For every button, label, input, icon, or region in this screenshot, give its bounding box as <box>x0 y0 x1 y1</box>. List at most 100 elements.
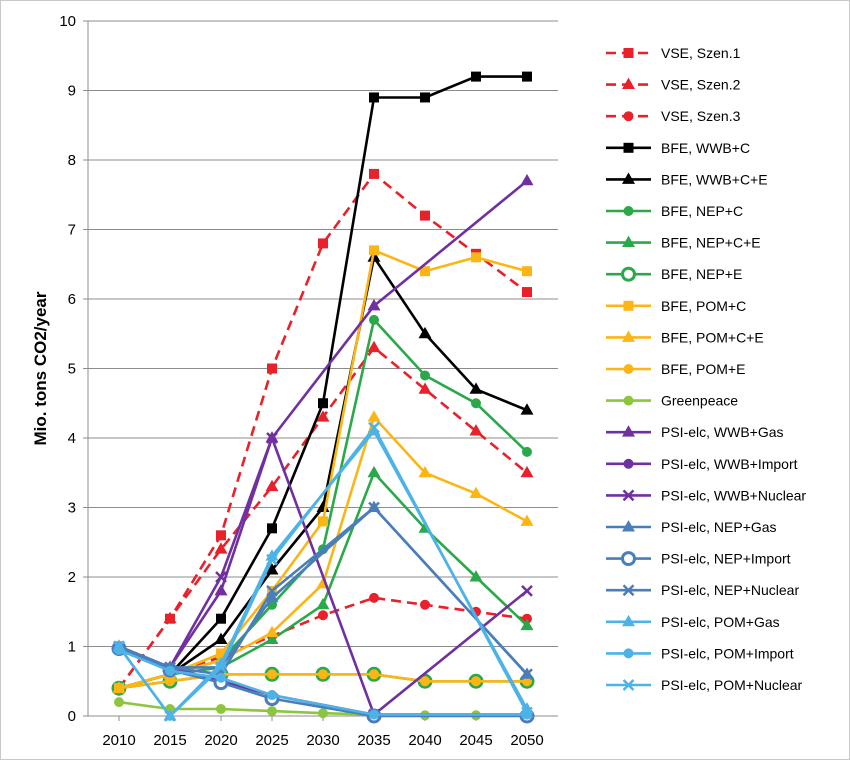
legend-entry: PSI-elc, POM+Import <box>606 645 794 661</box>
series-line <box>118 249 528 690</box>
point-marker <box>367 410 381 422</box>
point-marker <box>522 266 532 277</box>
point-marker <box>521 585 533 597</box>
legend-label: BFE, NEP+E <box>661 266 742 282</box>
point-marker <box>623 206 634 216</box>
legend-entry: VSE, Szen.2 <box>606 77 741 93</box>
point-marker <box>469 424 483 436</box>
point-marker <box>265 632 279 644</box>
marker-stroke <box>521 706 533 719</box>
series-line <box>118 506 528 676</box>
point-marker <box>267 669 277 680</box>
point-marker <box>622 235 635 248</box>
x-tick-label: 2035 <box>357 732 390 749</box>
series-12 <box>112 173 534 672</box>
legend-entry: PSI-elc, POM+Gas <box>606 614 780 630</box>
point-marker <box>622 77 635 90</box>
point-marker <box>316 597 330 610</box>
legend-entry: PSI-elc, NEP+Nuclear <box>606 582 799 598</box>
point-marker <box>522 287 532 298</box>
point-marker <box>420 370 430 381</box>
point-marker <box>622 489 635 502</box>
point-marker <box>420 676 430 687</box>
legend-entry: BFE, POM+C <box>606 298 746 314</box>
marker-stroke <box>368 421 380 434</box>
y-tick-label: 8 <box>68 152 76 169</box>
point-marker <box>621 266 636 282</box>
point-marker <box>622 679 635 691</box>
point-marker <box>165 665 175 676</box>
point-marker <box>318 669 328 680</box>
series-line <box>118 648 527 716</box>
x-tick-label: 2050 <box>510 732 543 749</box>
point-marker <box>267 523 277 534</box>
marker-stroke <box>622 584 635 597</box>
legend-entry: PSI-elc, NEP+Import <box>606 551 791 567</box>
point-marker <box>114 697 124 708</box>
point-marker <box>623 458 634 469</box>
point-marker <box>266 553 278 566</box>
y-tick-label: 9 <box>68 83 76 100</box>
point-marker <box>420 266 430 277</box>
point-marker <box>316 410 330 422</box>
legend-label: VSE, Szen.3 <box>661 108 741 124</box>
y-axis-title: Mio. tons CO2/year <box>31 291 50 445</box>
point-marker <box>267 690 277 701</box>
legend-label: BFE, POM+C+E <box>661 329 764 345</box>
point-marker <box>469 486 483 499</box>
point-marker <box>621 551 636 567</box>
legend-entry: VSE, Szen.1 <box>606 45 741 61</box>
x-tick-label: 2025 <box>255 732 288 749</box>
point-marker <box>267 706 277 717</box>
point-marker <box>521 706 533 719</box>
point-marker <box>622 584 635 597</box>
point-marker <box>623 48 634 58</box>
point-marker <box>266 585 278 597</box>
point-marker <box>368 421 380 434</box>
x-tick-label: 2020 <box>204 732 237 749</box>
legend-label: BFE, WWB+C+E <box>661 171 768 187</box>
point-marker <box>420 210 430 221</box>
series-10 <box>114 669 532 694</box>
point-marker <box>622 614 635 627</box>
y-tick-label: 10 <box>59 13 76 30</box>
point-marker <box>471 252 481 263</box>
point-marker <box>420 599 430 610</box>
legend-entry: PSI-elc, WWB+Gas <box>606 424 784 440</box>
point-marker <box>369 168 379 179</box>
point-marker <box>520 465 534 478</box>
point-marker <box>418 465 432 478</box>
x-tick-label: 2045 <box>459 732 492 749</box>
marker-stroke <box>266 585 278 597</box>
legend-entry: PSI-elc, POM+Nuclear <box>606 677 803 693</box>
point-marker <box>165 676 175 687</box>
point-marker <box>215 571 227 583</box>
legend-label: PSI-elc, POM+Gas <box>661 614 780 630</box>
legend-label: PSI-elc, NEP+Gas <box>661 519 777 535</box>
point-marker <box>623 111 634 122</box>
point-marker <box>369 245 379 256</box>
point-marker <box>367 299 381 311</box>
legend-label: PSI-elc, WWB+Gas <box>661 424 784 440</box>
series-15 <box>112 500 534 679</box>
axes: 0 1 2 3 4 5 6 7 8 9 10 2010 2015 2020 2025 2030 2035 2040… <box>31 13 558 749</box>
point-marker <box>520 514 534 526</box>
legend-label: VSE, Szen.1 <box>661 45 741 61</box>
y-tick-label: 3 <box>68 500 76 517</box>
marker-stroke <box>266 432 278 444</box>
series-lines <box>111 71 535 724</box>
y-tick-label: 1 <box>68 639 76 656</box>
legend-entry: PSI-elc, NEP+Gas <box>606 519 777 535</box>
marker-stroke <box>215 571 227 583</box>
point-marker <box>622 172 635 184</box>
point-marker <box>469 570 483 582</box>
point-marker <box>318 398 328 409</box>
series-8 <box>114 245 532 694</box>
point-marker <box>520 403 534 415</box>
point-marker <box>214 583 228 596</box>
point-marker <box>216 704 226 715</box>
point-marker <box>521 668 533 681</box>
legend: VSE, Szen.1 VSE, Szen.2 VSE, Szen.3 BFE, WW… <box>606 45 806 693</box>
